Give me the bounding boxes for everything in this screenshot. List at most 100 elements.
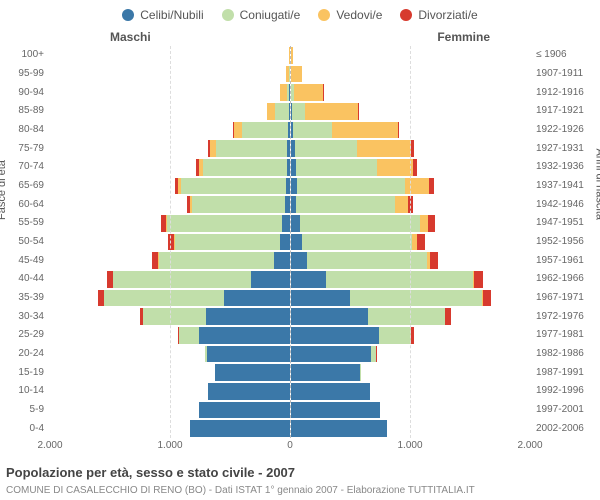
birth-label: ≤ 1906 [532,46,598,65]
swatch [222,9,234,21]
seg [267,103,274,120]
chart-area [50,46,530,438]
seg [326,271,472,288]
label-female: Femmine [437,30,490,44]
chart-subtitle: COMUNE DI CASALECCHIO DI RENO (BO) - Dat… [6,485,475,496]
pyramid-container: Celibi/Nubili Coniugati/e Vedovi/e Divorzia… [0,0,600,500]
birth-label: 1927-1931 [532,139,598,158]
legend-item: Vedovi/e [318,8,382,22]
seg [190,420,289,437]
age-label: 5-9 [2,401,48,420]
seg [395,196,408,213]
seg [159,252,274,269]
seg [215,364,289,381]
seg [305,103,358,120]
swatch [400,9,412,21]
seg [411,140,414,157]
seg [474,271,482,288]
x-tick: 0 [287,440,293,451]
legend-label: Coniugati/e [240,8,301,22]
age-label: 70-74 [2,158,48,177]
seg [210,140,217,157]
seg [405,178,429,195]
age-label: 30-34 [2,307,48,326]
seg [107,271,114,288]
seg [280,234,290,251]
age-label: 25-29 [2,326,48,345]
seg [291,420,388,437]
seg [291,271,327,288]
birth-label: 1992-1996 [532,382,598,401]
seg [291,327,380,344]
legend: Celibi/Nubili Coniugati/e Vedovi/e Divorzia… [0,0,600,26]
seg [203,159,287,176]
birth-label: 1982-1986 [532,345,598,364]
seg [291,178,298,195]
seg [216,140,287,157]
seg [296,159,377,176]
seg [445,308,450,325]
seg [275,103,289,120]
birth-label: 1907-1911 [532,65,598,84]
birth-label: 1977-1981 [532,326,598,345]
age-label: 10-14 [2,382,48,401]
seg [429,178,434,195]
x-axis: 2.0001.00001.0002.000 [50,440,530,454]
age-label: 15-19 [2,363,48,382]
seg [291,47,293,64]
seg [199,402,290,419]
birth-label: 1932-1936 [532,158,598,177]
seg [289,103,290,120]
seg [430,252,438,269]
seg [208,383,289,400]
seg [332,122,398,139]
seg [398,122,400,139]
seg [302,234,412,251]
male-half [50,46,291,438]
gender-labels: Maschi Femmine [0,30,600,44]
birth-label: 1937-1941 [532,177,598,196]
birth-label: 1987-1991 [532,363,598,382]
age-label: 55-59 [2,214,48,233]
seg [483,290,491,307]
seg [417,234,424,251]
seg [282,215,289,232]
age-label: 90-94 [2,83,48,102]
legend-item: Coniugati/e [222,8,301,22]
seg [286,178,290,195]
seg [357,140,411,157]
seg [175,234,280,251]
seg [291,364,360,381]
birth-label: 1967-1971 [532,289,598,308]
seg [113,271,251,288]
seg [291,66,302,83]
seg [292,103,305,120]
x-tick: 1.000 [157,440,182,451]
legend-item: Divorziati/e [400,8,477,22]
seg [411,327,413,344]
seg [199,327,290,344]
age-label: 40-44 [2,270,48,289]
seg [234,122,242,139]
seg [291,308,369,325]
seg [224,290,290,307]
birth-label: 1957-1961 [532,251,598,270]
birth-label: 1997-2001 [532,401,598,420]
age-label: 100+ [2,46,48,65]
age-label: 0-4 [2,419,48,438]
birth-label: 1917-1921 [532,102,598,121]
birth-label: 1912-1916 [532,83,598,102]
birth-label: 1947-1951 [532,214,598,233]
seg [291,234,302,251]
seg [296,196,394,213]
seg [297,178,405,195]
legend-label: Vedovi/e [336,8,382,22]
legend-label: Celibi/Nubili [140,8,203,22]
chart-title: Popolazione per età, sesso e stato civil… [6,465,295,480]
age-label: 50-54 [2,233,48,252]
y-labels-age: 100+95-9990-9485-8980-8475-7970-7465-696… [2,46,48,438]
seg [293,122,331,139]
swatch [122,9,134,21]
seg [274,252,290,269]
age-label: 85-89 [2,102,48,121]
